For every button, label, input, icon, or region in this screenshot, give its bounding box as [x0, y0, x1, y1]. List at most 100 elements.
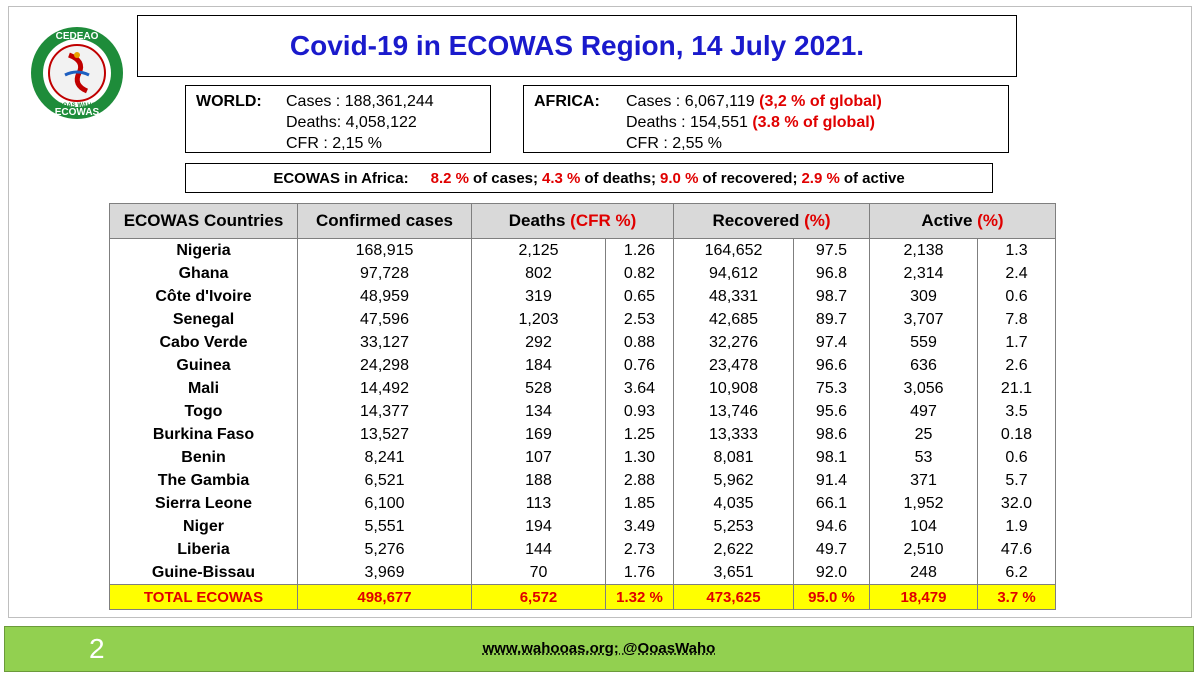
cell-active-pct: 3.5 — [977, 400, 1056, 423]
cell-active-pct: 2.6 — [977, 354, 1056, 377]
cell-active: 248 — [869, 561, 978, 585]
cell-recovered-pct: 49.7 — [793, 538, 870, 561]
cell-country: Benin — [109, 446, 298, 469]
total-row: TOTAL ECOWAS 498,677 6,572 1.32 % 473,62… — [109, 584, 1056, 610]
table-row: Ghana 97,728 802 0.82 94,612 96.8 2,314 2.4 — [109, 262, 1056, 285]
table-row: Burkina Faso 13,527 169 1.25 13,333 98.6 25 0.1… — [109, 423, 1056, 446]
cell-recovered-pct: 95.6 — [793, 400, 870, 423]
total-active: 18,479 — [869, 584, 978, 610]
header-recovered-label: Recovered — [712, 211, 800, 230]
cell-country: Burkina Faso — [109, 423, 298, 446]
cell-active: 2,314 — [869, 262, 978, 285]
table-row: Niger 5,551 194 3.49 5,253 94.6 104 1.9 — [109, 515, 1056, 538]
footer-bar: 2 www.wahooas.org; @OoasWaho — [4, 626, 1194, 672]
header-deaths-label: Deaths — [508, 211, 566, 230]
cell-country: Liberia — [109, 538, 298, 561]
world-stats-box: WORLD: Cases : 188,361,244 Deaths: 4,058… — [185, 85, 491, 153]
cell-confirmed: 14,492 — [297, 377, 472, 400]
header-active-pct: (%) — [977, 211, 1004, 230]
table-row: Guinea 24,298 184 0.76 23,478 96.6 636 2.6 — [109, 354, 1056, 377]
cell-confirmed: 5,276 — [297, 538, 472, 561]
cell-confirmed: 33,127 — [297, 331, 472, 354]
cell-active: 309 — [869, 285, 978, 308]
cell-active: 25 — [869, 423, 978, 446]
cell-cfr: 0.76 — [605, 354, 674, 377]
cell-cfr: 2.88 — [605, 469, 674, 492]
cell-recovered: 4,035 — [673, 492, 794, 515]
total-deaths: 6,572 — [471, 584, 606, 610]
cell-active-pct: 21.1 — [977, 377, 1056, 400]
cell-active-pct: 32.0 — [977, 492, 1056, 515]
cell-recovered: 5,253 — [673, 515, 794, 538]
ecowas-cases-pct: 8.2 % — [430, 169, 469, 187]
ecowas-summary-box: ECOWAS in Africa: 8.2 % of cases; 4.3 % … — [185, 163, 993, 193]
cell-confirmed: 48,959 — [297, 285, 472, 308]
footer-links[interactable]: www.wahooas.org; @OoasWaho — [482, 640, 716, 657]
cell-deaths: 194 — [471, 515, 606, 538]
cell-cfr: 0.82 — [605, 262, 674, 285]
header-confirmed: Confirmed cases — [297, 203, 472, 239]
table-row: Mali 14,492 528 3.64 10,908 75.3 3,056 21.1 — [109, 377, 1056, 400]
header-active-label: Active — [921, 211, 973, 230]
ecowas-recovered-text: of recovered; — [702, 169, 798, 187]
cell-recovered-pct: 66.1 — [793, 492, 870, 515]
cell-country: Cabo Verde — [109, 331, 298, 354]
cell-active: 3,707 — [869, 308, 978, 331]
cell-country: Senegal — [109, 308, 298, 331]
cell-cfr: 1.85 — [605, 492, 674, 515]
cell-active-pct: 0.18 — [977, 423, 1056, 446]
ecowas-recovered-pct: 9.0 % — [660, 169, 699, 187]
ecowas-active-pct: 2.9 % — [801, 169, 840, 187]
table-header-row: ECOWAS Countries Confirmed cases Deaths … — [109, 203, 1056, 239]
cell-confirmed: 47,596 — [297, 308, 472, 331]
header-recovered: Recovered (%) — [673, 203, 870, 239]
world-cases: Cases : 188,361,244 — [286, 93, 434, 110]
cell-deaths: 144 — [471, 538, 606, 561]
cell-active: 636 — [869, 354, 978, 377]
total-active-pct: 3.7 % — [977, 584, 1056, 610]
cell-active: 1,952 — [869, 492, 978, 515]
cell-active: 104 — [869, 515, 978, 538]
total-confirmed: 498,677 — [297, 584, 472, 610]
table-row: The Gambia 6,521 188 2.88 5,962 91.4 371 5.7 — [109, 469, 1056, 492]
cell-recovered: 164,652 — [673, 238, 794, 262]
cell-deaths: 169 — [471, 423, 606, 446]
cell-recovered-pct: 92.0 — [793, 561, 870, 585]
cell-recovered-pct: 97.5 — [793, 238, 870, 262]
cell-recovered-pct: 91.4 — [793, 469, 870, 492]
cell-active-pct: 0.6 — [977, 446, 1056, 469]
cell-deaths: 1,203 — [471, 308, 606, 331]
table-row: Guine-Bissau 3,969 70 1.76 3,651 92.0 248 6.2 — [109, 561, 1056, 585]
cell-cfr: 1.76 — [605, 561, 674, 585]
cell-recovered-pct: 96.8 — [793, 262, 870, 285]
cell-active-pct: 7.8 — [977, 308, 1056, 331]
header-country: ECOWAS Countries — [109, 203, 298, 239]
total-recovered-pct: 95.0 % — [793, 584, 870, 610]
header-active: Active (%) — [869, 203, 1056, 239]
africa-cases-share: (3,2 % of global) — [759, 93, 882, 110]
africa-label: AFRICA: — [534, 93, 600, 110]
ecowas-summary-label: ECOWAS in Africa: — [273, 169, 409, 187]
cell-country: Nigeria — [109, 238, 298, 262]
ecowas-deaths-pct: 4.3 % — [542, 169, 581, 187]
cell-active-pct: 1.7 — [977, 331, 1056, 354]
cell-confirmed: 3,969 — [297, 561, 472, 585]
cell-recovered: 2,622 — [673, 538, 794, 561]
header-deaths-pct: (CFR %) — [570, 211, 637, 230]
cell-recovered: 32,276 — [673, 331, 794, 354]
slide: CEDEAO ECOWAS OOAS WAHO Covid-19 in ECOW… — [8, 6, 1192, 618]
cell-cfr: 1.30 — [605, 446, 674, 469]
cell-active: 53 — [869, 446, 978, 469]
cell-cfr: 3.64 — [605, 377, 674, 400]
cell-confirmed: 168,915 — [297, 238, 472, 262]
table-row: Sierra Leone 6,100 113 1.85 4,035 66.1 1,952 32… — [109, 492, 1056, 515]
logo-middle-text: OOAS WAHO — [58, 103, 96, 109]
cell-cfr: 2.73 — [605, 538, 674, 561]
world-deaths: Deaths: 4,058,122 — [286, 114, 417, 131]
cell-cfr: 0.88 — [605, 331, 674, 354]
cell-country: Guine-Bissau — [109, 561, 298, 585]
total-recovered: 473,625 — [673, 584, 794, 610]
cell-deaths: 134 — [471, 400, 606, 423]
cell-deaths: 2,125 — [471, 238, 606, 262]
cell-recovered: 42,685 — [673, 308, 794, 331]
